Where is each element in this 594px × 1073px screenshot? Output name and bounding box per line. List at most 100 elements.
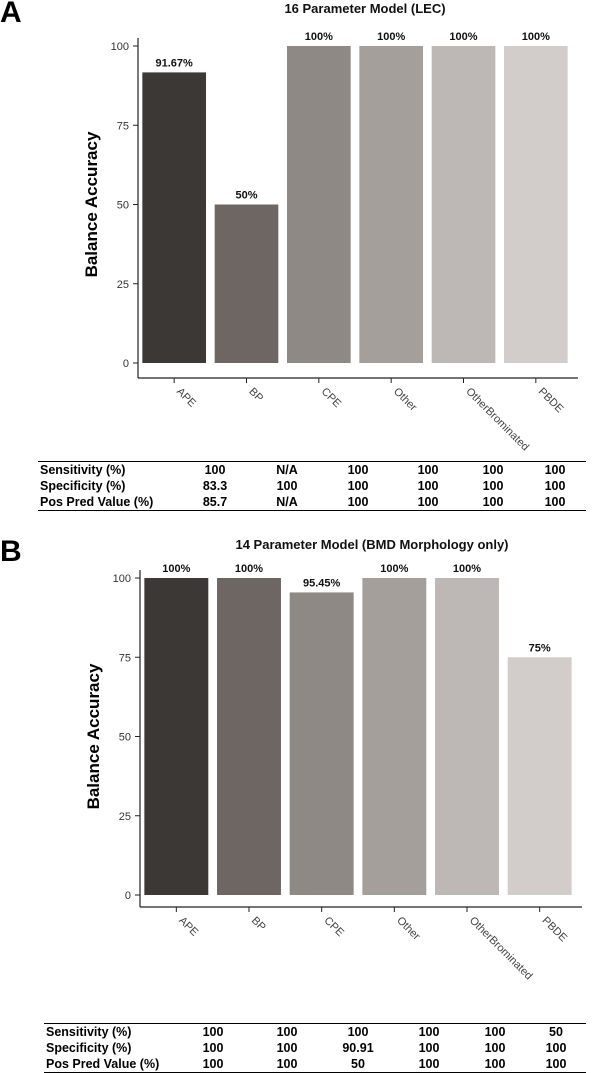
y-tick-label: 75 [117, 120, 129, 132]
y-tick-label: 25 [119, 811, 131, 823]
y-axis-label: Balance Accuracy [82, 131, 101, 277]
table-cell: 100 [394, 494, 462, 511]
table-cell: N/A [252, 461, 322, 478]
table-row: Specificity (%) 100 100 90.91 100 100 10… [44, 1040, 586, 1056]
table-cell: 100 [174, 1056, 252, 1073]
y-tick-label: 25 [117, 279, 129, 291]
table-cell: 100 [462, 494, 524, 511]
x-tick-label: PBDE [540, 915, 570, 945]
table-cell: 83.3 [202, 479, 228, 493]
table-cell: 100 [252, 1023, 322, 1040]
bar-other [359, 46, 423, 363]
table-cell: 100 [347, 479, 369, 493]
table-cell: 100 [322, 494, 394, 511]
bar-bp [214, 204, 279, 363]
table-cell: 100 [202, 1041, 224, 1055]
bar-other [362, 578, 427, 895]
row-label: Sensitivity (%) [38, 461, 178, 478]
x-tick-label: Other [394, 915, 422, 943]
bar-value-label: 100% [449, 31, 477, 43]
stats-table-b: Sensitivity (%) 100 100 100 100 100 50 S… [44, 1023, 586, 1073]
y-axis-label: Balance Accuracy [84, 663, 103, 809]
bar-pbde [507, 657, 572, 895]
table-cell: 100 [252, 1056, 322, 1073]
chart-title: 16 Parameter Model (LEC) [284, 1, 445, 16]
table-cell: 100 [276, 479, 298, 493]
bar-ape [142, 72, 206, 363]
bar-value-label: 100% [377, 31, 405, 43]
x-tick-label: CPE [322, 915, 346, 939]
table-cell: 100 [526, 1056, 586, 1073]
y-tick-label: 50 [117, 200, 129, 212]
x-tick-label: OtherBrominated [463, 386, 531, 454]
table-cell: 100 [464, 1056, 526, 1073]
panel-a: A 16 Parameter Model (LEC) Balance Accura… [0, 0, 594, 525]
y-tick-label: 100 [113, 573, 131, 585]
row-label: Specificity (%) [40, 479, 126, 493]
table-row: Pos Pred Value (%) 85.7 N/A 100 100 100 … [38, 494, 586, 511]
bar-value-label: 75% [529, 642, 551, 654]
table-cell: 50 [526, 1023, 586, 1040]
panel-letter: B [0, 535, 22, 568]
row-label: Specificity (%) [46, 1041, 132, 1055]
bar-value-label: 50% [235, 190, 257, 202]
x-tick-label: BP [249, 915, 268, 934]
x-tick-label: Other [391, 386, 419, 414]
table-cell: 100 [482, 479, 504, 493]
table-cell: 100 [524, 461, 586, 478]
bar-value-label: 100% [162, 563, 190, 575]
bar-ape [144, 578, 209, 895]
table-cell: 100 [394, 1023, 464, 1040]
table-cell: 100 [394, 461, 462, 478]
bar-pbde [504, 46, 568, 363]
bar-value-label: 100% [380, 563, 408, 575]
y-tick-label: 50 [119, 732, 131, 744]
y-tick-label: 0 [123, 358, 129, 370]
table-cell: 100 [545, 1041, 567, 1055]
bar-value-label: 100% [453, 563, 481, 575]
panel-letter: A [0, 0, 22, 29]
table-cell: 50 [322, 1056, 394, 1073]
bar-bp [217, 578, 281, 895]
table-cell: 100 [417, 479, 439, 493]
row-label: Sensitivity (%) [44, 1023, 174, 1040]
table-cell: 100 [484, 1041, 506, 1055]
table-row: Pos Pred Value (%) 100 100 50 100 100 10… [44, 1056, 586, 1073]
table-cell: N/A [252, 494, 322, 511]
table-cell: 85.7 [178, 494, 252, 511]
bar-value-label: 95.45% [303, 577, 341, 589]
panel-b: B 14 Parameter Model (BMD Morphology onl… [0, 535, 594, 1073]
table-cell: 100 [544, 479, 566, 493]
x-tick-label: BP [246, 386, 265, 405]
y-tick-label: 75 [119, 652, 131, 664]
bar-chart-b: 14 Parameter Model (BMD Morphology only)… [84, 537, 582, 982]
table-row: Sensitivity (%) 100 100 100 100 100 50 [44, 1023, 586, 1040]
table-cell: 100 [394, 1056, 464, 1073]
table-cell: 100 [276, 1041, 298, 1055]
bar-value-label: 100% [522, 31, 550, 43]
table-cell: 100 [464, 1023, 526, 1040]
bar-value-label: 100% [235, 563, 263, 575]
row-label: Pos Pred Value (%) [44, 1056, 174, 1073]
table-cell: 100 [322, 461, 394, 478]
chart-title: 14 Parameter Model (BMD Morphology only) [235, 537, 508, 552]
bar-otherbrominated [435, 578, 499, 895]
table-cell: 100 [524, 494, 586, 511]
x-tick-label: APE [176, 915, 200, 939]
x-tick-label: PBDE [536, 386, 566, 416]
stats-table-a: Sensitivity (%) 100 N/A 100 100 100 100 … [38, 461, 586, 511]
table-row: Sensitivity (%) 100 N/A 100 100 100 100 [38, 461, 586, 478]
x-tick-label: APE [174, 386, 198, 410]
row-label: Pos Pred Value (%) [38, 494, 178, 511]
table-cell: 100 [174, 1023, 252, 1040]
bar-chart-a: 16 Parameter Model (LEC) Balance Accuracy… [82, 1, 578, 454]
table-cell: 100 [322, 1023, 394, 1040]
table-cell: 100 [462, 461, 524, 478]
y-tick-label: 100 [111, 41, 129, 53]
table-cell: 100 [418, 1041, 440, 1055]
bar-value-label: 91.67% [156, 57, 194, 69]
bar-value-label: 100% [305, 31, 333, 43]
bar-otherbrominated [431, 46, 496, 363]
table-cell: 100 [178, 461, 252, 478]
y-tick-label: 0 [125, 890, 131, 902]
